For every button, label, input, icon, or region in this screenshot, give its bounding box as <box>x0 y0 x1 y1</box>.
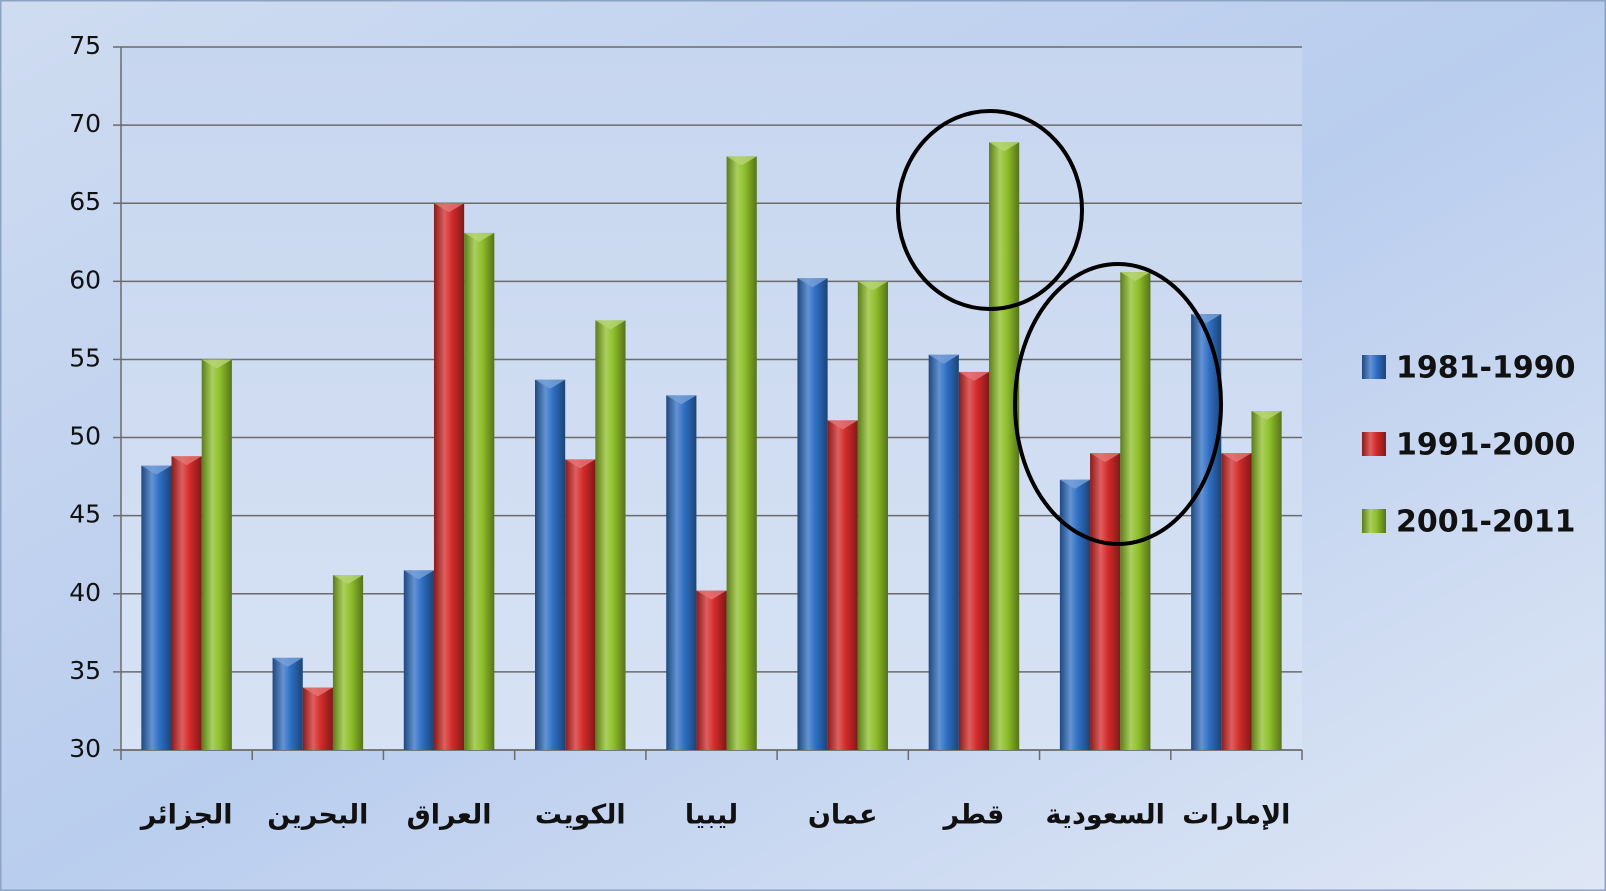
bar <box>201 359 232 750</box>
bar <box>332 575 364 750</box>
x-tick-label: الجزائر <box>139 800 233 831</box>
bar <box>1120 271 1151 750</box>
bar <box>666 395 697 750</box>
y-tick-label: 55 <box>69 343 101 372</box>
bar <box>827 420 858 750</box>
bar <box>1191 314 1222 750</box>
bar-cap <box>989 142 1020 152</box>
bar-cap <box>332 575 364 585</box>
bar <box>171 456 202 750</box>
bar <box>797 278 828 750</box>
bar-cap <box>141 465 172 475</box>
bar <box>141 465 172 750</box>
bar-cap <box>1059 479 1091 489</box>
bar-cap <box>535 379 566 389</box>
bar-cap <box>302 687 333 697</box>
bar <box>535 379 566 750</box>
x-tick-label: ليبيا <box>685 800 738 831</box>
bar-cap <box>464 232 495 242</box>
bar <box>302 687 333 750</box>
legend-label: 2001-2011 <box>1396 505 1575 540</box>
bar <box>857 281 888 750</box>
bar-cap <box>403 570 434 580</box>
x-tick-label: العراق <box>407 800 492 831</box>
bar-cap <box>928 354 959 364</box>
bar-cap <box>1090 453 1121 463</box>
bar <box>989 142 1020 751</box>
legend-swatch <box>1362 355 1386 379</box>
bar <box>464 232 495 751</box>
bar-cap <box>958 371 990 381</box>
y-tick-label: 60 <box>69 265 101 294</box>
bar-cap <box>857 281 888 291</box>
legend-swatch <box>1362 432 1386 456</box>
bar <box>958 371 990 750</box>
bar <box>1221 453 1252 750</box>
x-tick-label: الإمارات <box>1182 800 1290 831</box>
highlight-circle <box>896 109 1084 311</box>
x-tick-label: البحرين <box>267 800 368 831</box>
bar-cap <box>827 420 858 430</box>
x-tick-label: عمان <box>808 800 878 831</box>
x-tick-label: قطر <box>942 800 1005 831</box>
legend-label: 1981-1990 <box>1396 351 1575 386</box>
bar-cap <box>1120 271 1151 281</box>
y-tick-label: 75 <box>69 31 101 60</box>
y-tick-label: 65 <box>69 187 101 216</box>
legend-label: 1991-2000 <box>1396 428 1575 463</box>
y-tick-label: 50 <box>69 422 101 451</box>
legend-swatch <box>1362 509 1386 533</box>
y-tick-label: 70 <box>69 109 101 138</box>
y-tick-label: 35 <box>69 656 101 685</box>
bar-cap <box>272 657 303 667</box>
y-tick-label: 30 <box>69 734 101 763</box>
bar <box>1059 479 1091 750</box>
bar <box>433 203 465 750</box>
x-tick-label: السعودية <box>1045 800 1164 831</box>
bar-cap <box>1221 453 1252 463</box>
bar-cap <box>595 320 626 330</box>
bar <box>565 459 596 750</box>
highlight-circle <box>1013 262 1223 546</box>
bar-cap <box>201 359 232 369</box>
y-tick-label: 40 <box>69 578 101 607</box>
bar <box>726 156 757 750</box>
bar <box>1251 410 1282 750</box>
bar-cap <box>696 590 727 600</box>
bar <box>696 590 727 750</box>
bar-cap <box>565 459 596 469</box>
bar-cap <box>433 203 465 213</box>
marks: 30 35 40 45 50 55 60 65 70 75 الجزائر البحرين العراق… <box>69 31 1575 831</box>
bar <box>595 320 626 750</box>
bar <box>403 570 434 750</box>
bar-cap <box>726 156 757 166</box>
bar <box>928 354 959 750</box>
bar-cap <box>797 278 828 288</box>
x-tick-label: الكويت <box>535 800 626 831</box>
bar <box>1090 453 1121 750</box>
bar-cap <box>666 395 697 405</box>
bar <box>272 657 303 750</box>
bar-cap <box>171 456 202 466</box>
bar-cap <box>1251 410 1282 420</box>
y-tick-label: 45 <box>69 500 101 529</box>
